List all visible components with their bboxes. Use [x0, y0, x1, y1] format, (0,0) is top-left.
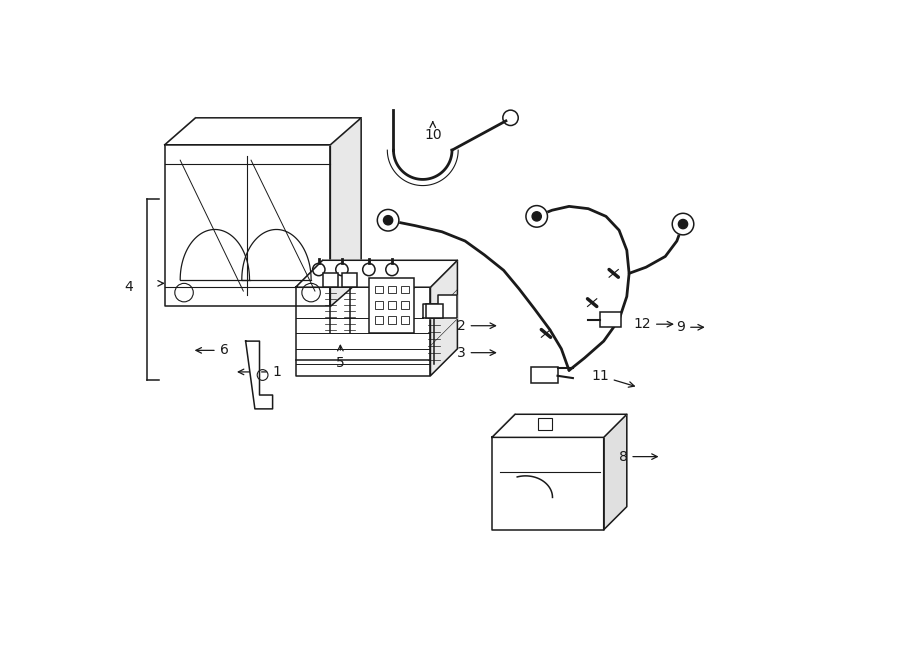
- Bar: [538, 418, 552, 430]
- Text: 8: 8: [618, 449, 657, 463]
- Circle shape: [377, 210, 399, 231]
- Polygon shape: [296, 260, 457, 288]
- Polygon shape: [296, 288, 430, 375]
- Polygon shape: [423, 295, 457, 318]
- Text: 6: 6: [196, 343, 229, 358]
- Text: 10: 10: [424, 122, 442, 141]
- Circle shape: [672, 214, 694, 235]
- Text: 5: 5: [336, 345, 345, 369]
- Bar: [375, 317, 382, 324]
- Polygon shape: [604, 414, 626, 529]
- Bar: [342, 274, 357, 288]
- Bar: [401, 286, 409, 293]
- Bar: [426, 304, 443, 318]
- Polygon shape: [492, 438, 604, 529]
- Text: 9: 9: [676, 321, 704, 334]
- Bar: [388, 317, 396, 324]
- Bar: [388, 286, 396, 293]
- Text: 4: 4: [124, 280, 133, 294]
- Circle shape: [383, 215, 392, 225]
- Bar: [599, 312, 621, 327]
- Polygon shape: [330, 118, 361, 307]
- Bar: [375, 286, 382, 293]
- Bar: [401, 301, 409, 309]
- Polygon shape: [492, 414, 626, 438]
- Polygon shape: [430, 260, 457, 375]
- Polygon shape: [165, 118, 361, 145]
- Polygon shape: [246, 341, 273, 409]
- Text: 12: 12: [634, 317, 672, 331]
- Bar: [322, 274, 338, 288]
- Circle shape: [532, 212, 541, 221]
- Bar: [401, 317, 409, 324]
- Circle shape: [526, 206, 547, 227]
- Bar: [388, 301, 396, 309]
- Bar: [375, 301, 382, 309]
- Bar: [369, 278, 413, 333]
- Circle shape: [679, 219, 688, 229]
- Text: 1: 1: [238, 365, 281, 379]
- Polygon shape: [165, 145, 330, 307]
- Bar: [530, 367, 557, 383]
- Text: 11: 11: [591, 369, 634, 387]
- Text: 7: 7: [383, 279, 418, 293]
- Text: 2: 2: [457, 319, 496, 332]
- Text: 3: 3: [457, 346, 496, 360]
